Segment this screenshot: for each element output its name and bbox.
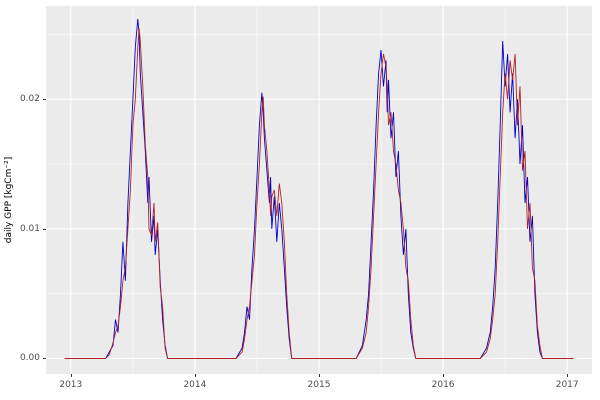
chart-panel bbox=[46, 6, 592, 374]
x-tick-label: 2017 bbox=[555, 380, 579, 390]
x-tick-mark bbox=[319, 374, 320, 377]
series-red-line bbox=[64, 27, 574, 359]
y-axis-title: daily GPP [kgCm⁻²] bbox=[2, 0, 16, 400]
y-tick-label: 0.02 bbox=[19, 94, 40, 105]
chart-plot-area bbox=[46, 6, 592, 374]
y-tick-label: 0.00 bbox=[19, 353, 40, 364]
series-blue-line bbox=[64, 18, 574, 359]
x-tick-mark bbox=[443, 374, 445, 377]
y-tick-mark bbox=[43, 99, 46, 101]
x-tick-mark bbox=[567, 374, 569, 377]
x-tick-mark bbox=[70, 374, 72, 377]
x-tick-label: 2014 bbox=[183, 380, 207, 390]
x-tick-label: 2015 bbox=[307, 380, 331, 390]
x-tick-label: 2013 bbox=[59, 380, 83, 390]
x-tick-mark bbox=[194, 374, 196, 377]
y-tick-mark bbox=[43, 228, 46, 230]
x-tick-label: 2016 bbox=[431, 380, 455, 390]
y-tick-mark bbox=[43, 358, 46, 360]
y-tick-label: 0.01 bbox=[19, 223, 40, 234]
